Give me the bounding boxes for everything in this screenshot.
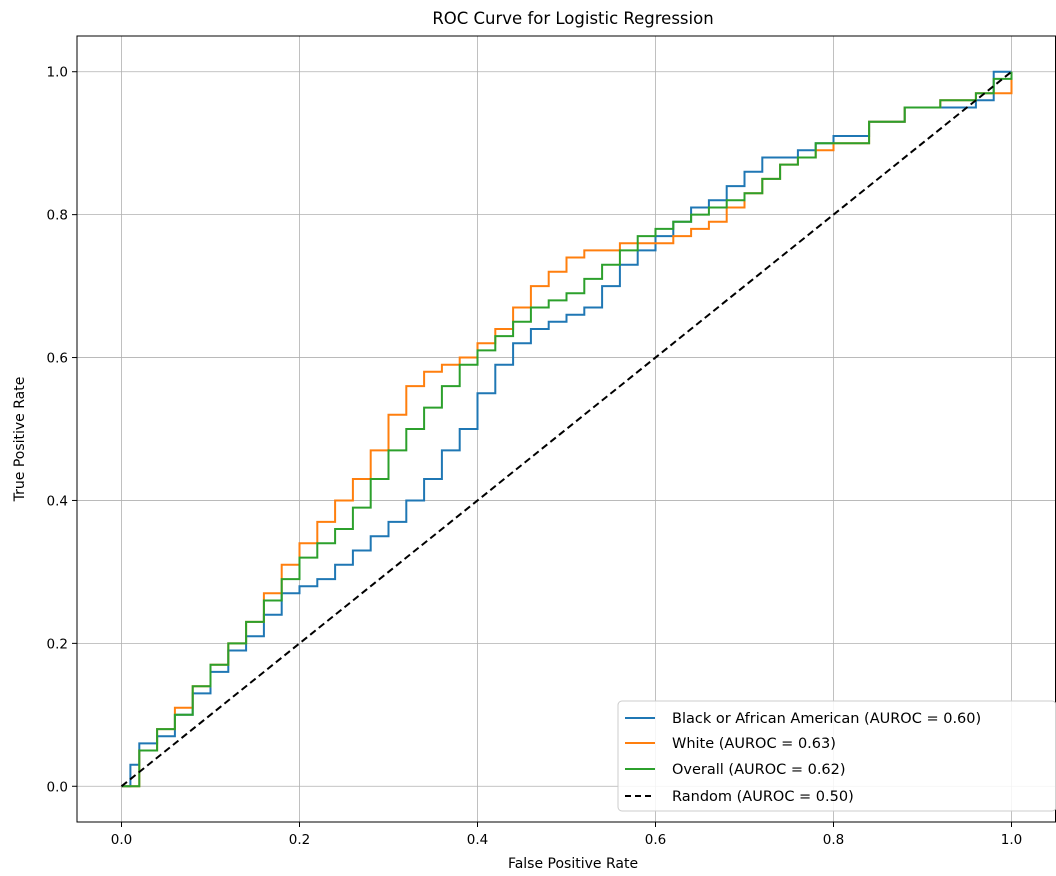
y-tick-label: 0.4 (47, 493, 68, 509)
y-tick-label: 1.0 (47, 65, 68, 81)
x-axis: 0.0 0.2 0.4 0.6 0.8 1.0 (111, 822, 1022, 848)
series-layer (120, 70, 1013, 788)
x-tick-label: 0.8 (823, 832, 844, 848)
x-tick-label: 0.0 (111, 832, 132, 848)
x-tick-label: 0.2 (289, 832, 310, 848)
legend-label-overall: Overall (AUROC = 0.62) (672, 762, 846, 778)
chart-title: ROC Curve for Logistic Regression (432, 9, 713, 28)
series-overall (121, 71, 1013, 788)
legend-box (617, 700, 1056, 812)
legend: Black or African American (AUROC = 0.60)… (617, 700, 1056, 812)
y-tick-label: 0.6 (47, 351, 68, 367)
y-axis-label: True Positive Rate (12, 377, 28, 503)
series-random (120, 70, 1013, 788)
y-axis: 0.0 0.2 0.4 0.6 0.8 1.0 (47, 65, 77, 795)
legend-label-white: White (AUROC = 0.63) (672, 736, 836, 752)
legend-label-random: Random (AUROC = 0.50) (672, 789, 854, 805)
x-tick-label: 0.6 (645, 832, 666, 848)
y-tick-label: 0.8 (47, 208, 68, 224)
x-axis-label: False Positive Rate (508, 856, 638, 872)
legend-label-black-african-american: Black or African American (AUROC = 0.60) (672, 711, 981, 727)
y-tick-label: 0.2 (47, 636, 68, 652)
x-tick-label: 0.4 (467, 832, 488, 848)
y-tick-label: 0.0 (47, 779, 68, 795)
x-tick-label: 1.0 (1001, 832, 1022, 848)
